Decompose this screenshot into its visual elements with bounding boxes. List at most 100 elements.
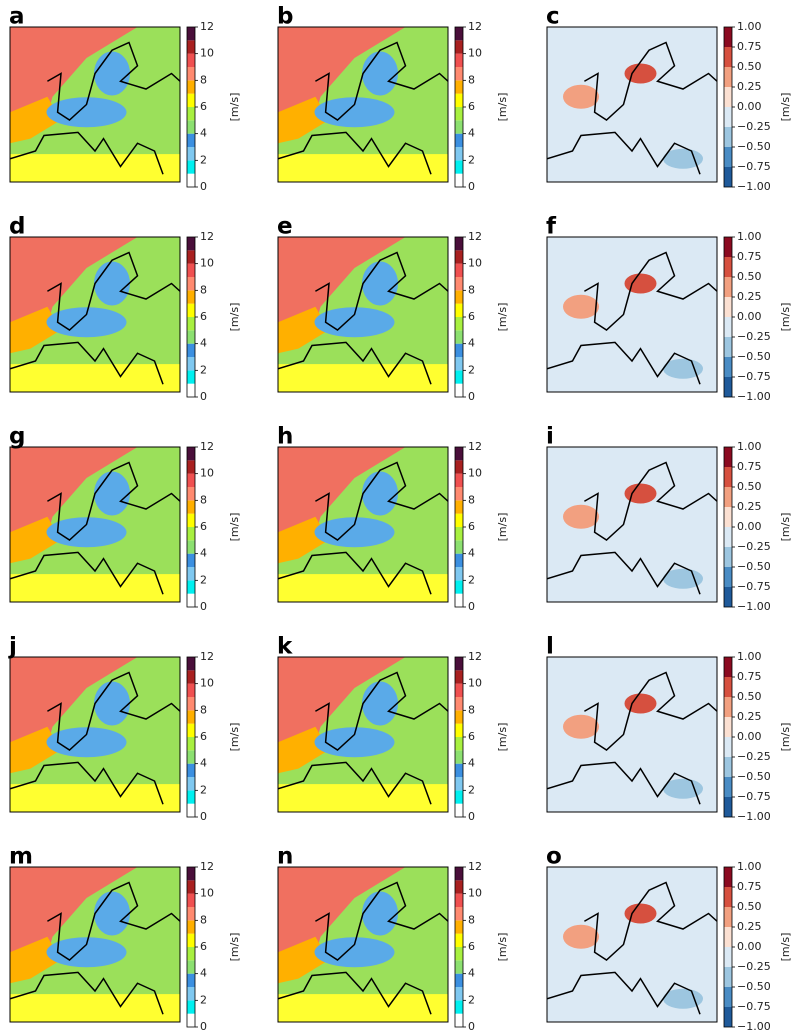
colorbar-tick-label: 0.00 (737, 730, 762, 743)
low-wind (94, 472, 130, 516)
colorbar-band (724, 27, 732, 47)
colorbar-tick-label: 6 (200, 940, 207, 953)
positive (563, 295, 599, 319)
colorbar-band (187, 670, 195, 683)
colorbar-band (455, 264, 463, 277)
map (278, 867, 448, 1022)
colorbar-tick-label: 4 (468, 547, 475, 560)
panel-letter: a (9, 4, 25, 30)
colorbar-band (187, 764, 195, 777)
colorbar-band (455, 357, 463, 370)
panel-letter: n (277, 844, 293, 870)
colorbar-band (455, 27, 463, 40)
colorbar-tick-label: 6 (468, 100, 475, 113)
unit-label: [m/s] (496, 303, 509, 332)
colorbar-band (187, 357, 195, 370)
colorbar-band (187, 384, 195, 397)
colorbar-band (724, 337, 732, 357)
colorbar-band (187, 567, 195, 580)
colorbar-band (187, 447, 195, 460)
colorbar-tick-label: 12 (200, 230, 214, 243)
positive (563, 505, 599, 529)
map (10, 237, 180, 392)
colorbar-band (455, 750, 463, 763)
colorbar-band (187, 527, 195, 540)
colorbar-tick-label: 0 (468, 390, 475, 403)
colorbar-band (187, 304, 195, 317)
colorbar-tick-label: 4 (200, 337, 207, 350)
colorbar-tick-label: −0.50 (737, 560, 771, 573)
colorbar-band (724, 257, 732, 277)
colorbar-band (455, 764, 463, 777)
colorbar-band (455, 514, 463, 527)
colorbar-tick-label: 0 (200, 1020, 207, 1033)
colorbar-tick-label: 4 (200, 757, 207, 770)
colorbar-tick-label: 6 (200, 100, 207, 113)
sea-south (10, 574, 180, 602)
colorbar-band (455, 554, 463, 567)
colorbar-tick-label: 12 (468, 440, 482, 453)
map (278, 657, 448, 812)
colorbar-band (455, 594, 463, 607)
colorbar-tick-label: 4 (200, 967, 207, 980)
colorbar-band (455, 460, 463, 473)
map (10, 867, 180, 1022)
colorbar-band (724, 527, 732, 547)
colorbar-band (724, 297, 732, 317)
panel-letter: b (277, 4, 293, 30)
colorbar-band (724, 107, 732, 127)
colorbar-band (455, 777, 463, 790)
colorbar-tick-label: 2 (468, 363, 475, 376)
colorbar-band (724, 657, 732, 677)
map (10, 27, 180, 182)
colorbar-band (455, 894, 463, 907)
colorbar-tick-label: −1.00 (737, 1020, 771, 1033)
colorbar-band (187, 40, 195, 53)
unit-label: [m/s] (779, 513, 792, 542)
colorbar-band (187, 554, 195, 567)
colorbar-band (724, 317, 732, 337)
panel-letter: l (546, 634, 554, 660)
unit-label: [m/s] (228, 933, 241, 962)
unit-label: [m/s] (779, 933, 792, 962)
positive (625, 484, 657, 504)
colorbar-tick-label: 10 (200, 47, 214, 60)
colorbar-band (455, 370, 463, 383)
positive (563, 925, 599, 949)
colorbar-tick-label: 0.25 (737, 920, 762, 933)
unit-label: [m/s] (228, 723, 241, 752)
unit-label: [m/s] (779, 303, 792, 332)
colorbar-band (455, 290, 463, 303)
colorbar-tick-label: 6 (468, 940, 475, 953)
map (278, 237, 448, 392)
sea-south (278, 154, 448, 182)
colorbar-tick-label: 1.00 (737, 230, 762, 243)
colorbar-band (187, 514, 195, 527)
unit-label: [m/s] (228, 513, 241, 542)
colorbar-tick-label: 0 (200, 390, 207, 403)
colorbar-tick-label: 6 (468, 310, 475, 323)
colorbar-band (455, 237, 463, 250)
colorbar-band (187, 947, 195, 960)
colorbar-band (187, 250, 195, 263)
colorbar-tick-label: 0.50 (737, 270, 762, 283)
colorbar-band (187, 474, 195, 487)
colorbar-band (724, 927, 732, 947)
map (547, 657, 717, 812)
colorbar-band (187, 934, 195, 947)
colorbar-tick-label: −0.50 (737, 980, 771, 993)
colorbar-tick-label: −0.25 (737, 960, 771, 973)
colorbar-band (187, 344, 195, 357)
colorbar-band (724, 47, 732, 67)
colorbar-band (455, 447, 463, 460)
colorbar-tick-label: −0.25 (737, 120, 771, 133)
colorbar-band (187, 277, 195, 290)
colorbar-band (187, 370, 195, 383)
colorbar-band (187, 290, 195, 303)
positive (625, 274, 657, 294)
colorbar-tick-label: 12 (200, 860, 214, 873)
colorbar-band (187, 750, 195, 763)
colorbar-band (187, 94, 195, 107)
colorbar-band (724, 87, 732, 107)
colorbar-band (455, 540, 463, 553)
